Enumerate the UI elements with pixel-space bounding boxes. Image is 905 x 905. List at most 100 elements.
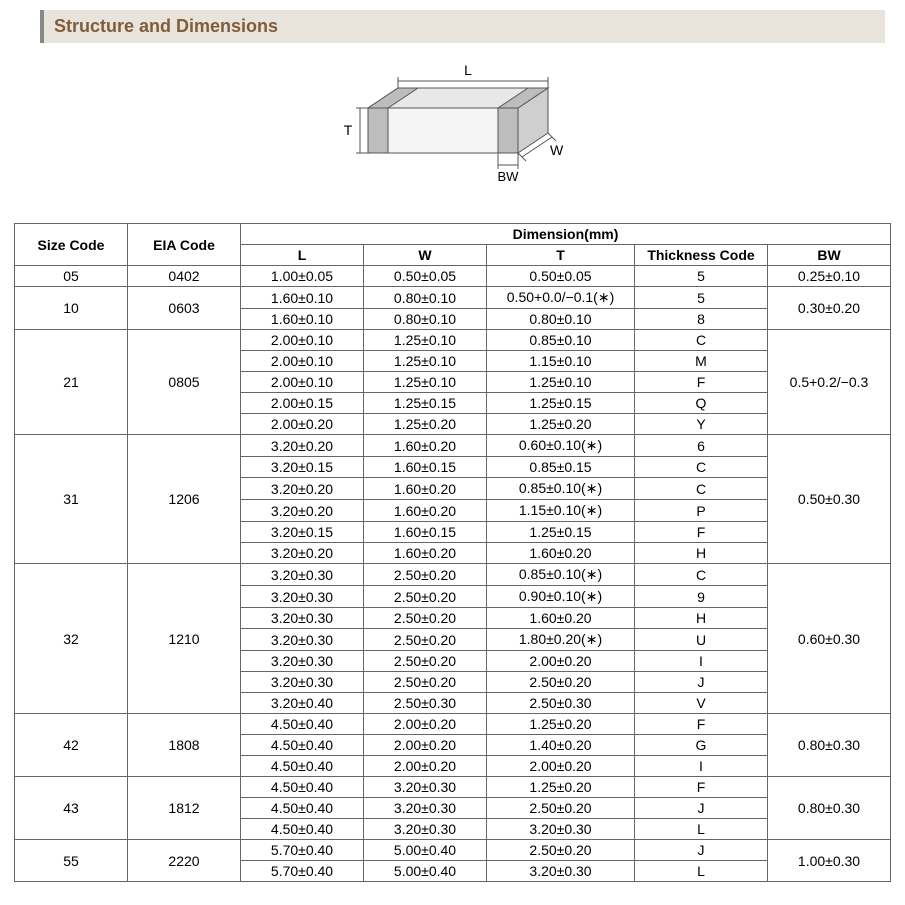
cell-T: 0.85±0.10 [487,330,635,351]
cell-T: 2.50±0.20 [487,840,635,861]
cell-W: 1.25±0.20 [364,414,487,435]
cell-eia-code: 1812 [128,777,241,840]
cell-thickness-code: F [635,714,768,735]
cell-L: 4.50±0.40 [241,798,364,819]
cell-T: 3.20±0.30 [487,861,635,882]
cell-T: 3.20±0.30 [487,819,635,840]
cell-eia-code: 0402 [128,266,241,287]
cell-thickness-code: F [635,777,768,798]
table-row: 5522205.70±0.405.00±0.402.50±0.20J1.00±0… [15,840,891,861]
cell-T: 2.50±0.20 [487,672,635,693]
cell-thickness-code: 8 [635,309,768,330]
cell-T: 1.60±0.20 [487,543,635,564]
dimensions-table: Size CodeEIA CodeDimension(mm)LWTThickne… [14,223,891,882]
cell-T: 1.25±0.20 [487,414,635,435]
cell-thickness-code: M [635,351,768,372]
cell-L: 1.60±0.10 [241,309,364,330]
cell-L: 3.20±0.15 [241,522,364,543]
cell-BW: 0.80±0.30 [768,714,891,777]
cell-BW: 0.60±0.30 [768,564,891,714]
table-row: 4318124.50±0.403.20±0.301.25±0.20F0.80±0… [15,777,891,798]
cell-thickness-code: F [635,522,768,543]
cell-W: 0.80±0.10 [364,309,487,330]
cell-W: 2.50±0.30 [364,693,487,714]
cell-L: 3.20±0.30 [241,586,364,608]
diagram-container: L T W BW [0,53,905,208]
cell-eia-code: 1808 [128,714,241,777]
cell-L: 2.00±0.10 [241,330,364,351]
cell-thickness-code: V [635,693,768,714]
cell-W: 2.50±0.20 [364,586,487,608]
cell-T: 1.15±0.10 [487,351,635,372]
table-row: 3112063.20±0.201.60±0.200.60±0.10(∗)60.5… [15,435,891,457]
cell-L: 4.50±0.40 [241,777,364,798]
cell-W: 1.25±0.10 [364,330,487,351]
cell-T: 1.15±0.10(∗) [487,500,635,522]
label-L: L [464,62,472,78]
cell-BW: 0.25±0.10 [768,266,891,287]
cell-W: 3.20±0.30 [364,798,487,819]
cell-W: 0.80±0.10 [364,287,487,309]
cell-T: 0.85±0.10(∗) [487,478,635,500]
cell-W: 2.50±0.20 [364,608,487,629]
cell-W: 2.00±0.20 [364,756,487,777]
cell-BW: 1.00±0.30 [768,840,891,882]
cell-L: 5.70±0.40 [241,840,364,861]
cell-thickness-code: C [635,330,768,351]
cell-thickness-code: J [635,798,768,819]
cell-L: 1.60±0.10 [241,287,364,309]
cell-L: 4.50±0.40 [241,714,364,735]
cell-W: 3.20±0.30 [364,777,487,798]
cell-L: 2.00±0.20 [241,414,364,435]
cell-T: 0.50+0.0/−0.1(∗) [487,287,635,309]
cell-eia-code: 1206 [128,435,241,564]
th-L: L [241,245,364,266]
cell-thickness-code: Q [635,393,768,414]
cell-T: 2.50±0.30 [487,693,635,714]
cell-L: 3.20±0.30 [241,629,364,651]
cell-W: 5.00±0.40 [364,840,487,861]
cell-W: 1.60±0.20 [364,435,487,457]
table-row: 2108052.00±0.101.25±0.100.85±0.10C0.5+0.… [15,330,891,351]
cell-L: 3.20±0.15 [241,457,364,478]
cell-BW: 0.80±0.30 [768,777,891,840]
cell-L: 1.00±0.05 [241,266,364,287]
th-thickness-code: Thickness Code [635,245,768,266]
cell-L: 3.20±0.30 [241,608,364,629]
cell-W: 2.00±0.20 [364,735,487,756]
cell-size-code: 10 [15,287,128,330]
cell-W: 0.50±0.05 [364,266,487,287]
cell-thickness-code: H [635,543,768,564]
cell-eia-code: 0805 [128,330,241,435]
cell-T: 0.50±0.05 [487,266,635,287]
cell-W: 5.00±0.40 [364,861,487,882]
cell-T: 0.90±0.10(∗) [487,586,635,608]
cell-L: 3.20±0.40 [241,693,364,714]
cell-T: 1.60±0.20 [487,608,635,629]
cell-thickness-code: J [635,840,768,861]
cell-thickness-code: C [635,478,768,500]
cell-T: 2.00±0.20 [487,756,635,777]
cell-thickness-code: 5 [635,287,768,309]
cell-thickness-code: J [635,672,768,693]
table-row: 1006031.60±0.100.80±0.100.50+0.0/−0.1(∗)… [15,287,891,309]
th-size-code: Size Code [15,224,128,266]
cell-thickness-code: C [635,564,768,586]
table-row: 4218084.50±0.402.00±0.201.25±0.20F0.80±0… [15,714,891,735]
cell-size-code: 05 [15,266,128,287]
cell-L: 2.00±0.10 [241,372,364,393]
cell-size-code: 31 [15,435,128,564]
cell-W: 1.25±0.10 [364,351,487,372]
cell-L: 4.50±0.40 [241,819,364,840]
cell-W: 2.50±0.20 [364,564,487,586]
th-dimension: Dimension(mm) [241,224,891,245]
cell-T: 0.85±0.10(∗) [487,564,635,586]
cell-T: 1.25±0.15 [487,522,635,543]
label-W: W [550,142,564,158]
cell-T: 1.25±0.10 [487,372,635,393]
cell-T: 0.60±0.10(∗) [487,435,635,457]
label-BW: BW [497,169,519,184]
cell-L: 3.20±0.30 [241,672,364,693]
cell-T: 1.25±0.20 [487,777,635,798]
cell-T: 2.00±0.20 [487,651,635,672]
